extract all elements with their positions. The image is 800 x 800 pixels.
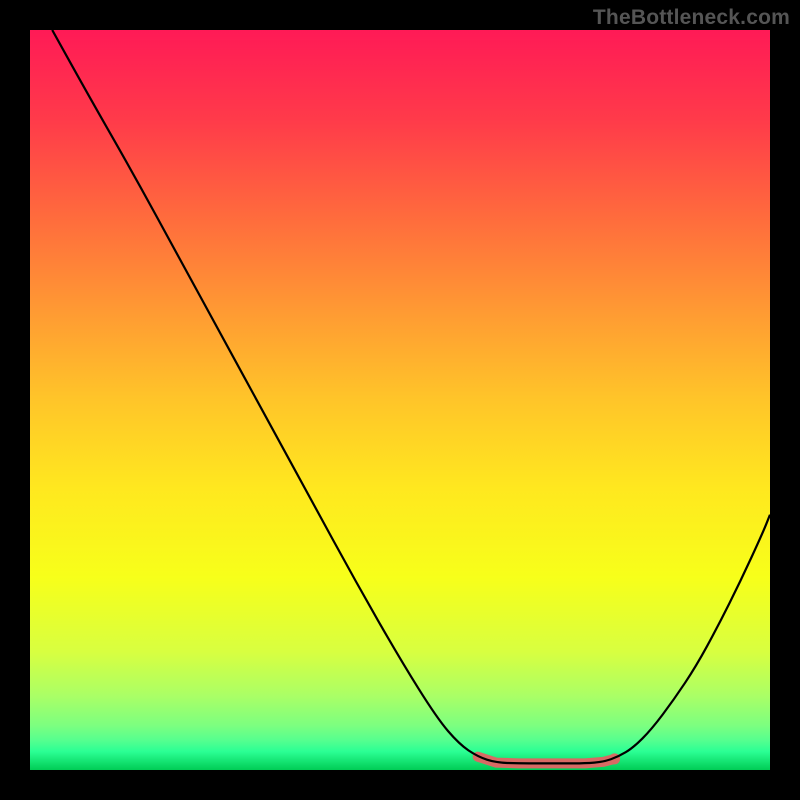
chart-root: TheBottleneck.com <box>0 0 800 800</box>
watermark-text: TheBottleneck.com <box>593 6 790 30</box>
chart-svg <box>30 30 770 770</box>
plot-area <box>30 30 770 770</box>
